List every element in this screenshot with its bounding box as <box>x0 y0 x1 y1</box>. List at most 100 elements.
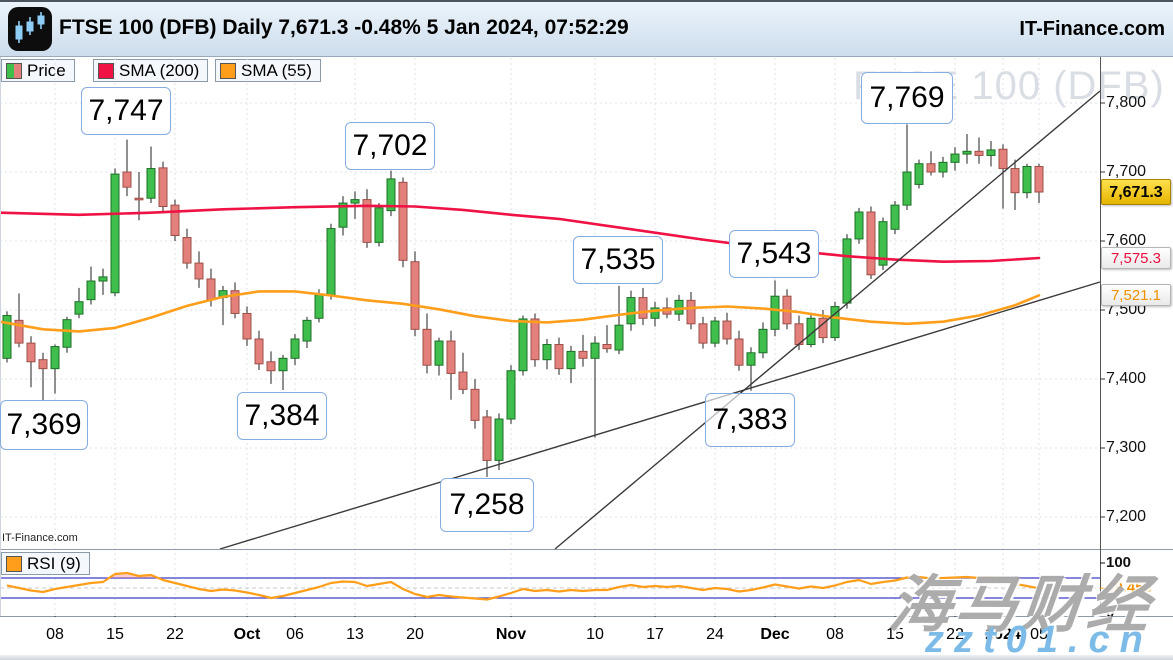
candle-body <box>602 344 612 350</box>
price-annotation-box[interactable]: 7,702 <box>345 122 435 170</box>
price-annotation-box[interactable]: 7,769 <box>861 72 953 124</box>
x-axis-strip: 08 15 22 Oct 06 13 20 Nov 10 17 24 Dec 08 15 22 2024 05 <box>0 617 1173 654</box>
candle-body <box>482 416 492 461</box>
legend-price-label: Price <box>27 60 66 80</box>
candle-body <box>590 342 600 359</box>
price-annotation-box[interactable]: 7,383 <box>705 393 795 447</box>
x-axis-label: 15 <box>106 626 124 643</box>
x-axis-label: 15 <box>886 626 904 643</box>
candle-body <box>266 361 276 372</box>
x-axis-label: 08 <box>46 626 64 643</box>
candle-body <box>74 301 84 315</box>
candle-body <box>926 163 936 173</box>
candle-body <box>698 323 708 344</box>
candle-body <box>854 211 864 240</box>
trend-line[interactable] <box>219 281 1101 550</box>
candle-body <box>902 171 912 206</box>
candle-body <box>950 153 960 163</box>
trend-line[interactable] <box>554 90 1101 550</box>
candle-body <box>26 342 36 363</box>
title-bar: FTSE 100 (DFB) Daily 7,671.3 -0.48% 5 Ja… <box>0 2 1173 57</box>
price-swatch-icon <box>6 62 22 79</box>
candle-body <box>710 320 720 344</box>
candle-body <box>374 207 384 243</box>
price-annotation-box[interactable]: 7,384 <box>237 392 327 440</box>
legend-rsi-label: RSI (9) <box>27 553 81 573</box>
candle-body <box>350 199 360 204</box>
candle-body <box>746 352 756 366</box>
sma55-line <box>0 290 1041 333</box>
candle-body <box>2 315 12 359</box>
candle-body <box>398 181 408 261</box>
candle-body <box>530 318 540 361</box>
site-watermark-url: zzt01.cn <box>925 619 1153 660</box>
price-annotation-box[interactable]: 7,543 <box>729 230 819 278</box>
candle-body <box>14 319 24 344</box>
candle-body <box>986 149 996 156</box>
candle-body <box>242 312 252 340</box>
price-annotation-box[interactable]: 7,369 <box>0 400 88 450</box>
candle-body <box>314 294 324 319</box>
candle-body <box>890 204 900 230</box>
last-price-badge: 7,671.3 <box>1101 179 1171 205</box>
x-axis-label: 13 <box>346 626 364 643</box>
candle-body <box>674 299 684 315</box>
candle-body <box>518 318 528 372</box>
candle-body <box>338 202 348 228</box>
candle-body <box>830 306 840 339</box>
candle-body <box>110 173 120 294</box>
x-axis-label: Nov <box>495 626 527 643</box>
y-axis-label: 7,600 <box>1106 232 1147 249</box>
candle-body <box>170 204 180 236</box>
candle-body <box>962 150 972 155</box>
candle-body <box>470 388 480 421</box>
candle-body <box>182 237 192 264</box>
candle-body <box>410 261 420 330</box>
candle-body <box>494 418 504 461</box>
x-axis-label: 06 <box>286 626 304 643</box>
x-axis-label: 05 <box>1030 626 1048 643</box>
candle-body <box>446 340 456 374</box>
legend-chip-sma200[interactable]: SMA (200) <box>93 59 209 82</box>
candle-body <box>542 344 552 361</box>
candle-body <box>770 295 780 330</box>
candle-body <box>434 340 444 366</box>
candle-body <box>554 344 564 370</box>
legend-sma55-label: SMA (55) <box>241 60 312 80</box>
candle-body <box>158 167 168 207</box>
x-axis-label: 10 <box>586 626 604 643</box>
candle-body <box>722 320 732 340</box>
rsi-axis-label: 0 <box>1106 604 1115 621</box>
candle-body <box>638 297 648 319</box>
rsi-line <box>6 571 1040 601</box>
candle-body <box>206 278 216 301</box>
legend-chip-rsi[interactable]: RSI (9) <box>1 552 90 575</box>
x-axis-label: 2024 <box>985 626 1021 643</box>
candle-body <box>98 276 108 282</box>
brand-link[interactable]: IT-Finance.com <box>1019 18 1165 40</box>
price-annotation-box[interactable]: 7,535 <box>573 236 663 284</box>
candle-body <box>290 338 300 359</box>
legend-chip-price[interactable]: Price <box>1 59 75 82</box>
sma55-value-badge: 7,521.1 <box>1101 284 1171 306</box>
candle-body <box>326 228 336 296</box>
price-annotation-box[interactable]: 7,747 <box>81 87 171 135</box>
candle-body <box>578 350 588 359</box>
candle-body <box>506 370 516 420</box>
candle-body <box>626 297 636 325</box>
x-axis-label: 22 <box>946 626 964 643</box>
candle-body <box>734 338 744 366</box>
price-annotation-box[interactable]: 7,258 <box>440 478 534 532</box>
candle-body <box>302 319 312 342</box>
x-axis-label: 20 <box>406 626 424 643</box>
candle-body <box>938 161 948 173</box>
candle-body <box>62 319 72 348</box>
candle-body <box>386 178 396 212</box>
candle-body <box>914 163 924 185</box>
legend-chip-sma55[interactable]: SMA (55) <box>215 59 321 82</box>
candle-body <box>1022 165 1032 194</box>
candle-body <box>194 262 204 280</box>
candle-body <box>1034 165 1044 193</box>
